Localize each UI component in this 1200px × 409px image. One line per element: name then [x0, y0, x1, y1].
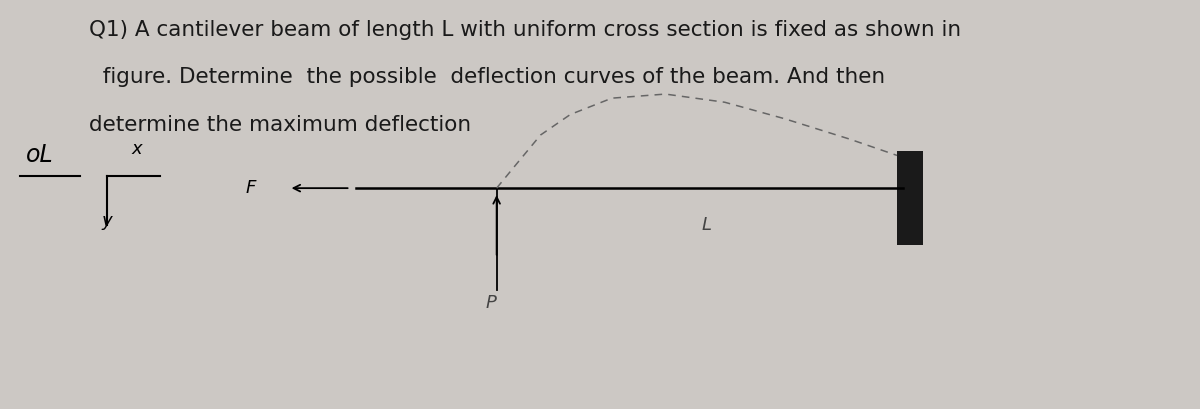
Text: F: F: [245, 179, 256, 197]
Text: L: L: [702, 216, 712, 234]
Text: determine the maximum deflection: determine the maximum deflection: [89, 115, 472, 135]
Text: x: x: [131, 140, 142, 158]
Bar: [898, 151, 923, 245]
Text: y: y: [102, 212, 113, 230]
Text: Q1) A cantilever beam of length L with uniform cross section is fixed as shown i: Q1) A cantilever beam of length L with u…: [89, 20, 961, 40]
Text: P: P: [485, 294, 496, 312]
Text: oL: oL: [26, 144, 54, 167]
Text: figure. Determine  the possible  deflection curves of the beam. And then: figure. Determine the possible deflectio…: [89, 67, 886, 88]
